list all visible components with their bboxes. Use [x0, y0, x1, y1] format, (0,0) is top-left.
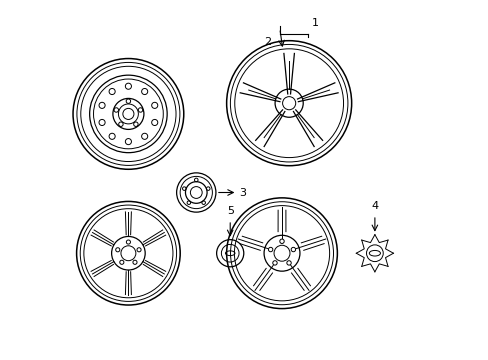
Text: 3: 3 — [239, 188, 245, 198]
Text: 5: 5 — [226, 206, 233, 216]
Text: 1: 1 — [311, 18, 318, 28]
Text: 2: 2 — [263, 37, 270, 47]
Text: 4: 4 — [370, 202, 378, 211]
